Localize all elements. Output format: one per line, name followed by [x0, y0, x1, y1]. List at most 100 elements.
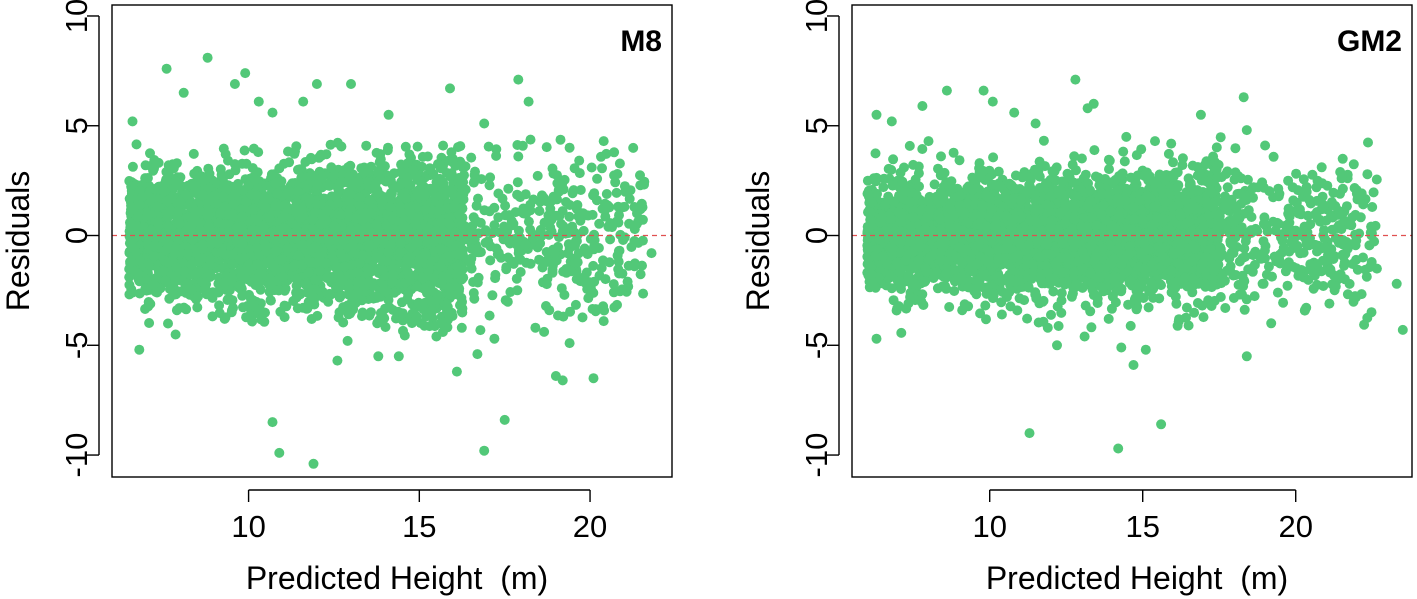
- scatter-point: [265, 280, 275, 291]
- scatter-point: [383, 247, 394, 258]
- scatter-point: [530, 322, 541, 333]
- scatter-point: [564, 142, 575, 153]
- scatter-point: [140, 160, 151, 171]
- scatter-point: [622, 276, 633, 287]
- scatter-point: [252, 259, 263, 270]
- scatter-point: [315, 219, 326, 230]
- scatter-point: [306, 314, 317, 324]
- scatter-point: [373, 351, 384, 362]
- scatter-point: [332, 355, 343, 366]
- scatter-point: [577, 312, 588, 323]
- scatter-point: [570, 240, 580, 251]
- y-tick-label: -10: [59, 433, 94, 478]
- scatter-point: [311, 79, 322, 89]
- scatter-point: [574, 155, 585, 166]
- scatter-point: [435, 318, 446, 329]
- scatter-point: [312, 179, 323, 190]
- scatter-point: [484, 180, 495, 191]
- scatter-point: [361, 140, 372, 151]
- scatter-point: [127, 242, 138, 253]
- scatter-point: [159, 186, 170, 197]
- scatter-point: [450, 160, 461, 171]
- scatter-point: [186, 259, 197, 270]
- scatter-point: [480, 237, 491, 248]
- scatter-point: [240, 68, 251, 79]
- scatter-point: [324, 180, 335, 191]
- scatter-point: [292, 186, 303, 197]
- scatter-point: [511, 273, 522, 284]
- scatter-point: [411, 236, 421, 247]
- scatter-point: [399, 330, 410, 341]
- scatter-point: [237, 211, 248, 222]
- scatter-point: [377, 255, 388, 266]
- x-axis-title: Predicted Height (m): [246, 560, 548, 596]
- scatter-point: [586, 162, 597, 173]
- scatter-point: [525, 224, 536, 235]
- scatter-point: [133, 269, 144, 280]
- scatter-point: [364, 195, 375, 206]
- scatter-point: [296, 203, 307, 214]
- scatter-point: [594, 218, 605, 229]
- scatter-point: [438, 271, 448, 282]
- scatter-point: [301, 302, 312, 313]
- scatter-point: [583, 293, 594, 304]
- scatter-point: [904, 140, 915, 151]
- x-tick-label: 15: [402, 509, 436, 544]
- scatter-point: [279, 312, 290, 323]
- scatter-point: [293, 164, 303, 175]
- scatter-point: [279, 285, 290, 296]
- scatter-point: [619, 201, 630, 212]
- scatter-point: [525, 134, 536, 145]
- scatter-point: [564, 211, 575, 222]
- scatter-point: [308, 171, 319, 181]
- scatter-point: [571, 274, 582, 285]
- scatter-point: [357, 215, 368, 225]
- scatter-point: [457, 296, 467, 307]
- scatter-point: [607, 222, 617, 233]
- scatter-point: [374, 157, 385, 168]
- scatter-point: [199, 175, 210, 186]
- scatter-point: [237, 238, 248, 249]
- scatter-point: [466, 243, 477, 254]
- scatter-point: [1268, 151, 1279, 162]
- scatter-point: [133, 212, 143, 222]
- scatter-point: [248, 143, 259, 154]
- scatter-point: [282, 243, 293, 254]
- scatter-point: [458, 194, 469, 205]
- scatter-point: [539, 326, 550, 337]
- scatter-point: [512, 177, 523, 188]
- scatter-point: [265, 295, 276, 306]
- scatter-point: [227, 295, 238, 306]
- scatter-point: [321, 149, 332, 160]
- y-tick-label: 0: [59, 227, 94, 244]
- scatter-point: [284, 157, 295, 168]
- scatter-point: [382, 176, 393, 187]
- scatter-point: [219, 313, 230, 324]
- scatter-point: [389, 168, 400, 179]
- scatter-point: [560, 225, 570, 236]
- scatter-point: [219, 277, 230, 288]
- scatter-point: [321, 273, 332, 283]
- scatter-point: [554, 232, 564, 243]
- y-tick-label: 5: [59, 117, 94, 134]
- scatter-point: [534, 206, 545, 216]
- scatter-point: [518, 208, 529, 219]
- scatter-point: [638, 288, 649, 299]
- y-tick-label: -5: [59, 331, 94, 359]
- scatter-point: [188, 148, 199, 159]
- scatter-point: [489, 220, 500, 231]
- y-axis-title: Residuals: [0, 171, 36, 312]
- scatter-point: [600, 274, 611, 285]
- scatter-point: [300, 279, 311, 290]
- scatter-point: [223, 209, 234, 220]
- scatter-point: [163, 318, 173, 329]
- scatter-point: [604, 257, 615, 268]
- scatter-point: [444, 310, 454, 320]
- scatter-point: [490, 273, 501, 284]
- scatter-point: [260, 241, 271, 252]
- scatter-point: [555, 134, 566, 145]
- scatter-point: [445, 251, 455, 262]
- scatter-point: [435, 244, 446, 255]
